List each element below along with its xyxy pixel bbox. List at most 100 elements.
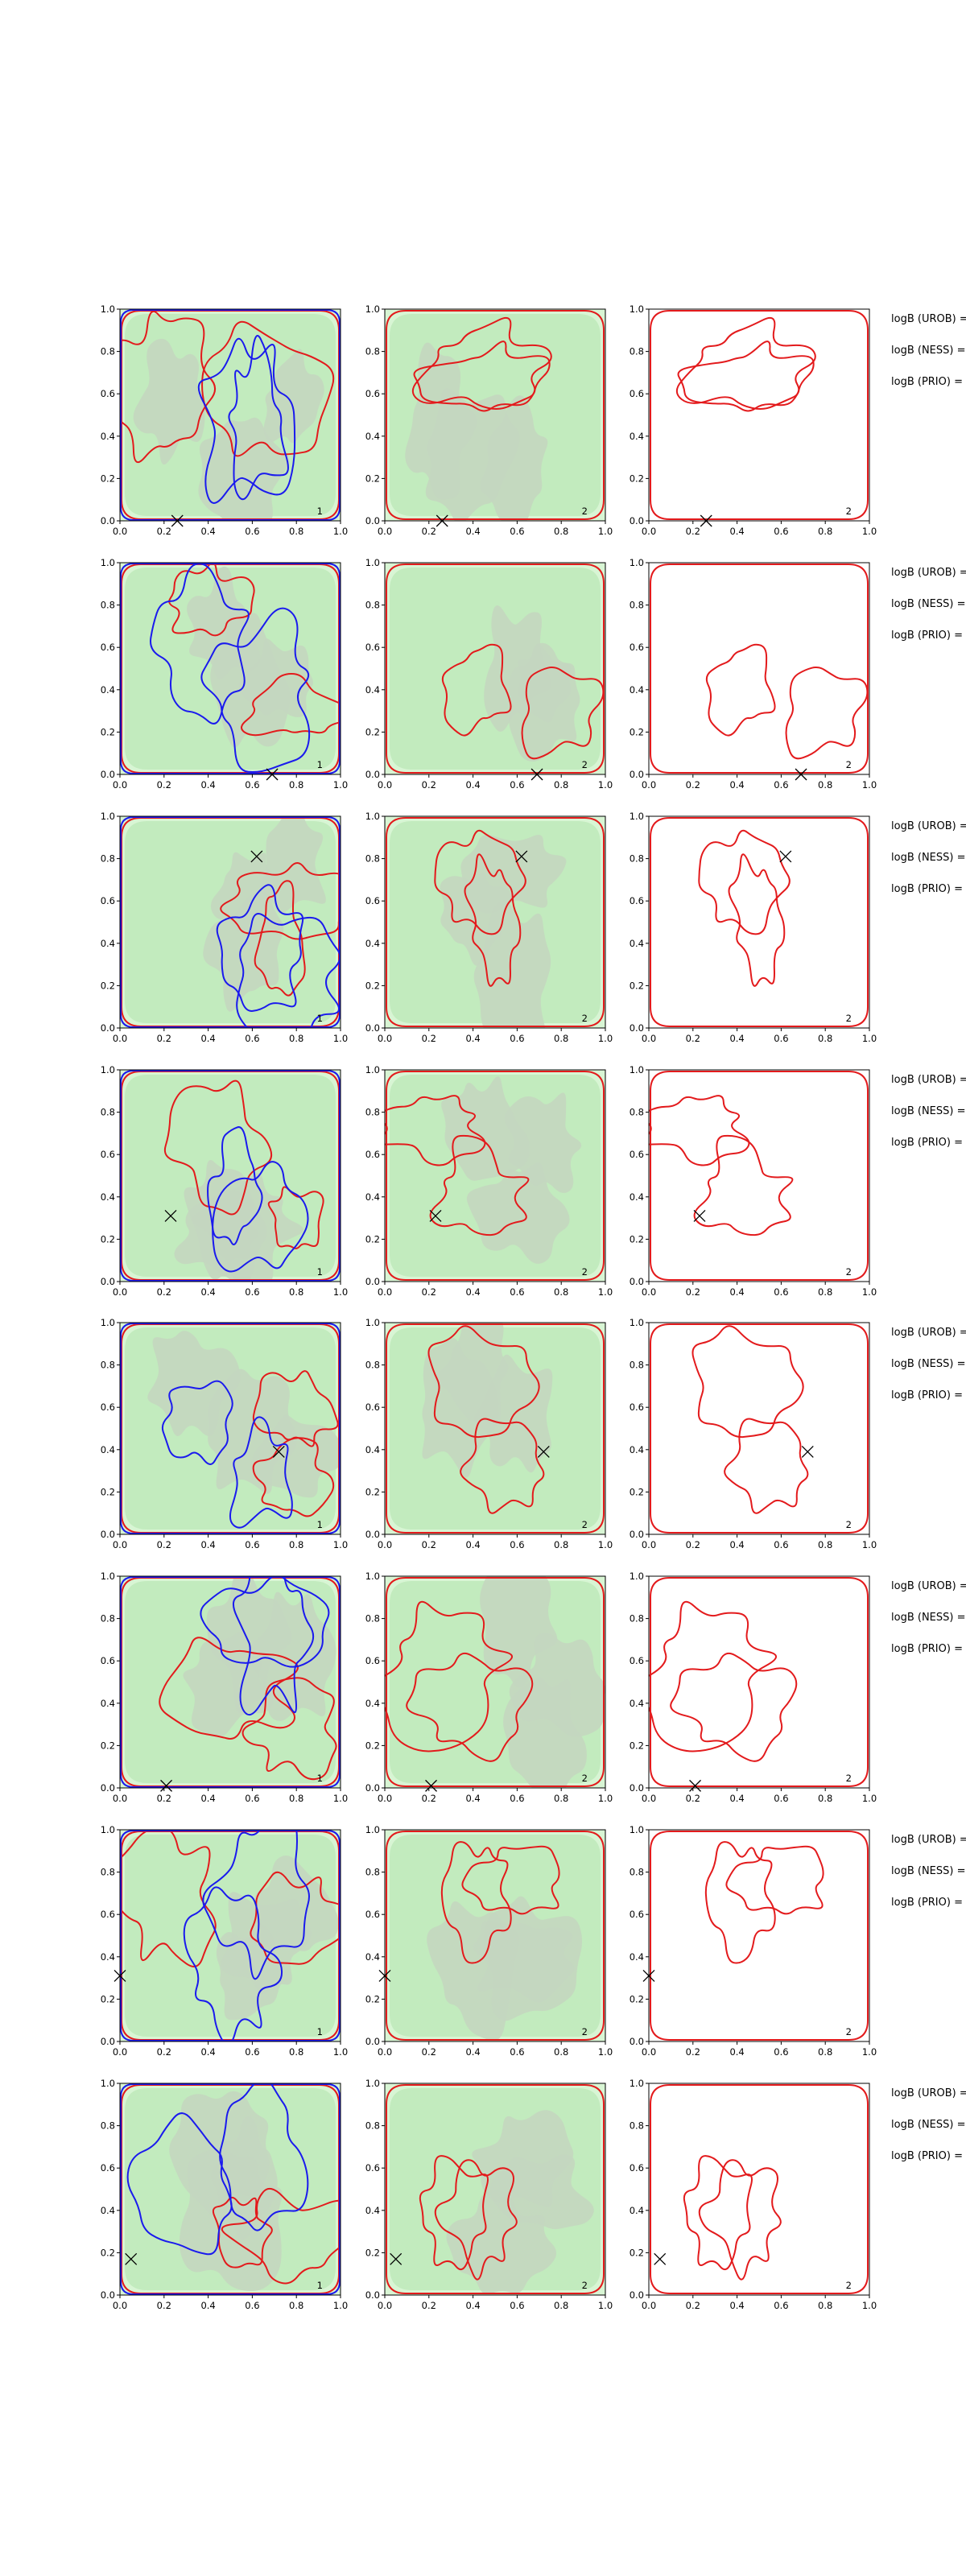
- y-tick-label: 1.0: [630, 1317, 644, 1328]
- y-tick-label: 0.6: [101, 2162, 115, 2174]
- y-tick-label: 1.0: [630, 811, 644, 822]
- axes-frame: [119, 1069, 341, 1282]
- panel-number-label: 2: [846, 2280, 852, 2291]
- x-tick-label: 0.2: [157, 2046, 171, 2058]
- panel-number-label: 2: [582, 1519, 588, 1530]
- x-tick-label: 0.8: [289, 526, 303, 537]
- y-tick-label: 1.0: [101, 1317, 115, 1328]
- panel-r5-c2: 0.0 0.2 0.4 0.6 0.8 1.0 0.0 0.2 0.4 0.6 0.8 1.0 2: [365, 1317, 613, 1550]
- y-tick-label: 0.4: [630, 431, 644, 442]
- x-tick-label: 0.2: [157, 1793, 171, 1804]
- panel-number-label: 2: [846, 1773, 852, 1784]
- x-tick-label: 1.0: [333, 1793, 348, 1804]
- marker-cross: [164, 1210, 177, 1222]
- side-label: logB (PRIO) =: [891, 1897, 963, 1909]
- red-contour-outer: [386, 1323, 605, 1534]
- panel-number-label: 2: [846, 2026, 852, 2037]
- side-label: logB (UROB) =: [891, 313, 966, 325]
- y-tick-label: 0.8: [365, 1613, 380, 1624]
- y-tick-label: 0.4: [101, 938, 115, 949]
- y-tick-label: 0.6: [101, 388, 115, 399]
- x-tick-label: 0.8: [554, 1539, 568, 1550]
- marker-cross: [801, 1445, 814, 1458]
- y-tick-label: 0.0: [630, 515, 644, 526]
- axes-frame: [119, 2083, 341, 2296]
- x-tick-label: 0.6: [774, 1539, 788, 1550]
- panel-content: [120, 1323, 341, 1534]
- panel-number-label: 2: [846, 1519, 852, 1530]
- x-tick-label: 1.0: [862, 526, 877, 537]
- panel-r2-c3: 0.0 0.2 0.4 0.6 0.8 1.0 0.0 0.2 0.4 0.6 0.8 1.0 2: [630, 557, 877, 791]
- panel-content: [120, 1830, 341, 2041]
- red-contour: [159, 1637, 299, 1740]
- y-tick-label: 0.4: [365, 1698, 380, 1709]
- blue-contour-outer: [120, 816, 341, 1028]
- red-contour: [649, 1600, 778, 1752]
- red-contour: [241, 672, 341, 737]
- x-tick-label: 0.0: [378, 779, 392, 791]
- panel-content: [120, 2083, 341, 2295]
- density-fill-high: [250, 1414, 341, 1498]
- density-fill-high: [263, 349, 324, 444]
- red-contour: [220, 861, 341, 940]
- blue-contour: [228, 335, 289, 501]
- x-tick-label: 1.0: [598, 526, 613, 537]
- axes-frame: [119, 562, 341, 775]
- axes-frame: [648, 1829, 870, 2042]
- x-tick-label: 0.8: [554, 526, 568, 537]
- y-tick-label: 1.0: [630, 1571, 644, 1582]
- y-tick-label: 0.0: [365, 1276, 380, 1287]
- red-contour: [427, 1325, 540, 1439]
- panel-content: [650, 817, 869, 1027]
- axes-frame: [648, 2083, 870, 2296]
- panel-content: [120, 816, 341, 1028]
- panel-number-label: 2: [582, 1266, 588, 1278]
- y-tick-label: 0.8: [101, 600, 115, 611]
- x-tick-label: 1.0: [333, 1286, 348, 1298]
- x-tick-label: 0.4: [465, 526, 480, 537]
- y-tick-label: 0.4: [365, 1951, 380, 1963]
- y-tick-label: 0.2: [101, 2247, 115, 2258]
- y-tick-label: 0.4: [365, 2205, 380, 2216]
- y-tick-label: 0.8: [630, 1867, 644, 1878]
- side-label: logB (UROB) =: [891, 1834, 966, 1846]
- red-contour-outer: [386, 2084, 605, 2294]
- y-tick-label: 0.8: [101, 1360, 115, 1371]
- x-tick-label: 0.4: [729, 526, 744, 537]
- y-tick-label: 1.0: [365, 1571, 380, 1582]
- y-tick-label: 0.2: [101, 980, 115, 991]
- x-tick-label: 0.0: [378, 526, 392, 537]
- red-contour-outer: [650, 310, 869, 520]
- density-fill-high: [133, 338, 205, 465]
- axes-frame: [384, 562, 606, 775]
- axes-frame: [384, 815, 606, 1029]
- red-contour: [725, 1845, 824, 1915]
- panel-r4-c1: 0.0 0.2 0.4 0.6 0.8 1.0 0.0 0.2 0.4 0.6 0.8 1.0 1: [101, 1064, 348, 1298]
- y-tick-label: 0.2: [101, 1740, 115, 1751]
- x-tick-label: 0.4: [729, 1539, 744, 1550]
- side-label: logB (UROB) =: [891, 1580, 966, 1592]
- red-contour: [704, 1841, 776, 1964]
- side-label: logB (NESS) =: [891, 852, 965, 864]
- y-tick-label: 0.8: [630, 1107, 644, 1118]
- panel-r2-c1: 0.0 0.2 0.4 0.6 0.8 1.0 0.0 0.2 0.4 0.6 0.8 1.0 1: [101, 557, 348, 791]
- x-tick-label: 0.4: [729, 1033, 744, 1044]
- x-tick-label: 1.0: [598, 2300, 613, 2311]
- x-tick-label: 0.4: [200, 1286, 215, 1298]
- x-tick-label: 0.8: [554, 1286, 568, 1298]
- y-tick-label: 1.0: [101, 1064, 115, 1075]
- x-tick-label: 1.0: [862, 2046, 877, 2058]
- panel-r7-c3: 0.0 0.2 0.4 0.6 0.8 1.0 0.0 0.2 0.4 0.6 0.8 1.0 2: [630, 1824, 877, 2058]
- y-tick-label: 0.0: [365, 2036, 380, 2047]
- x-tick-label: 0.6: [774, 1793, 788, 1804]
- x-tick-label: 0.0: [378, 1033, 392, 1044]
- x-tick-label: 0.4: [729, 2300, 744, 2311]
- side-label: logB (NESS) =: [891, 345, 965, 357]
- x-tick-label: 1.0: [598, 1793, 613, 1804]
- x-tick-label: 0.4: [200, 2300, 215, 2311]
- x-tick-label: 0.2: [157, 1033, 171, 1044]
- panel-content: [650, 310, 869, 520]
- panel-r8-c1: 0.0 0.2 0.4 0.6 0.8 1.0 0.0 0.2 0.4 0.6 0.8 1.0 1: [101, 2078, 348, 2311]
- red-contour: [406, 1652, 534, 1762]
